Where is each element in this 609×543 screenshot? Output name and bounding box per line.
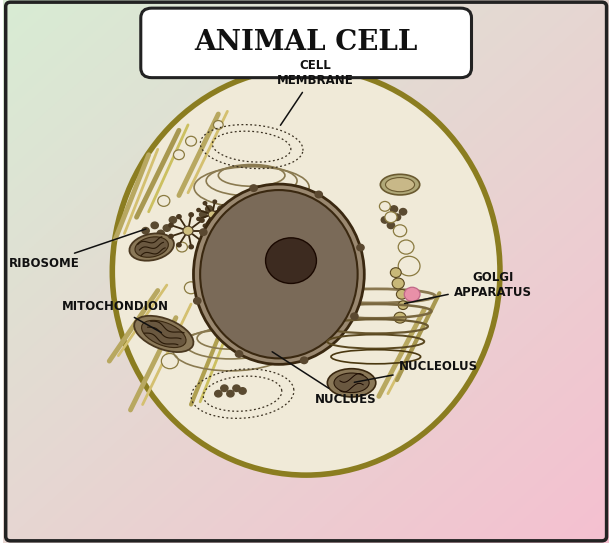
Circle shape — [189, 213, 194, 217]
Circle shape — [151, 222, 158, 229]
Ellipse shape — [135, 237, 168, 257]
Ellipse shape — [112, 68, 500, 475]
Circle shape — [200, 218, 204, 222]
Circle shape — [203, 201, 206, 205]
Circle shape — [233, 385, 240, 392]
Ellipse shape — [381, 174, 420, 195]
Circle shape — [379, 201, 390, 211]
Circle shape — [392, 278, 404, 289]
Circle shape — [213, 200, 217, 203]
Circle shape — [197, 209, 200, 212]
Circle shape — [230, 206, 237, 212]
Circle shape — [387, 222, 395, 229]
Circle shape — [177, 243, 181, 247]
Circle shape — [213, 226, 217, 229]
Circle shape — [177, 242, 188, 252]
Circle shape — [200, 239, 204, 243]
Circle shape — [206, 206, 213, 212]
Ellipse shape — [130, 233, 174, 261]
Circle shape — [194, 298, 201, 304]
FancyBboxPatch shape — [141, 8, 471, 78]
Circle shape — [400, 209, 407, 215]
Circle shape — [236, 200, 243, 207]
Circle shape — [220, 385, 228, 392]
Circle shape — [169, 223, 173, 227]
Circle shape — [385, 212, 397, 223]
Circle shape — [217, 206, 225, 212]
Circle shape — [163, 225, 171, 231]
Circle shape — [357, 244, 364, 251]
Circle shape — [148, 331, 155, 337]
Ellipse shape — [200, 190, 357, 358]
Ellipse shape — [385, 178, 415, 192]
Text: NUCLUES: NUCLUES — [272, 352, 376, 406]
Circle shape — [154, 323, 161, 329]
Circle shape — [185, 282, 198, 294]
Circle shape — [224, 209, 231, 215]
Circle shape — [250, 185, 257, 191]
Circle shape — [183, 226, 193, 235]
Circle shape — [393, 225, 407, 237]
Circle shape — [166, 328, 174, 334]
Circle shape — [158, 195, 170, 206]
Circle shape — [394, 312, 406, 323]
Circle shape — [160, 333, 167, 340]
Circle shape — [398, 256, 420, 276]
Circle shape — [266, 238, 317, 283]
Circle shape — [396, 289, 407, 299]
Circle shape — [142, 228, 149, 234]
Circle shape — [204, 229, 208, 233]
Circle shape — [200, 211, 207, 218]
Circle shape — [381, 217, 389, 223]
Circle shape — [169, 217, 177, 223]
Circle shape — [404, 287, 420, 301]
Text: RIBOSOME: RIBOSOME — [9, 229, 146, 270]
Circle shape — [203, 224, 206, 228]
Circle shape — [398, 301, 408, 310]
Circle shape — [161, 353, 178, 369]
Circle shape — [208, 211, 216, 218]
Circle shape — [398, 240, 414, 254]
Text: NUCLEOLUS: NUCLEOLUS — [354, 360, 477, 382]
Circle shape — [236, 351, 242, 357]
Ellipse shape — [141, 320, 186, 348]
Circle shape — [242, 203, 249, 210]
Circle shape — [390, 268, 401, 277]
Circle shape — [315, 191, 322, 198]
Circle shape — [351, 313, 358, 319]
Circle shape — [222, 222, 225, 224]
Text: ANIMAL CELL: ANIMAL CELL — [194, 29, 418, 56]
Circle shape — [189, 245, 194, 249]
Circle shape — [215, 390, 222, 397]
Ellipse shape — [328, 369, 376, 397]
Text: CELL
MEMBRANE: CELL MEMBRANE — [277, 59, 354, 125]
Ellipse shape — [194, 184, 364, 364]
Text: GOLGI
APPARATUS: GOLGI APPARATUS — [404, 271, 532, 304]
Circle shape — [390, 206, 398, 212]
Circle shape — [212, 211, 219, 218]
Ellipse shape — [134, 316, 194, 352]
Circle shape — [300, 357, 308, 364]
Circle shape — [197, 217, 200, 220]
Circle shape — [172, 339, 180, 345]
Circle shape — [222, 205, 225, 207]
Circle shape — [393, 214, 401, 220]
Circle shape — [177, 214, 181, 219]
Circle shape — [200, 229, 207, 236]
Circle shape — [169, 235, 173, 238]
Circle shape — [225, 213, 228, 216]
Ellipse shape — [334, 373, 369, 393]
Circle shape — [227, 390, 234, 397]
Text: MITOCHONDION: MITOCHONDION — [62, 300, 169, 333]
Circle shape — [239, 388, 246, 394]
Circle shape — [174, 150, 185, 160]
Circle shape — [186, 136, 197, 146]
Circle shape — [157, 230, 164, 237]
Circle shape — [214, 121, 223, 129]
